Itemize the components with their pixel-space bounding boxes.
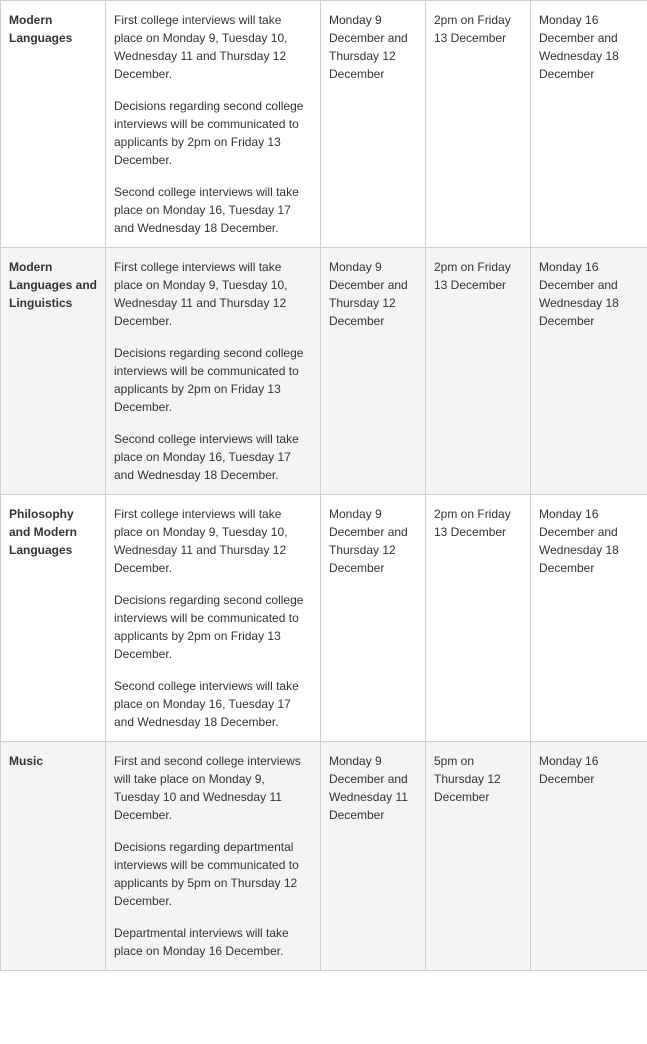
second-interview-dates-cell: Monday 16 December and Wednesday 18 Dece… bbox=[531, 1, 647, 248]
second-interview-dates-cell: Monday 16 December and Wednesday 18 Dece… bbox=[531, 248, 647, 495]
first-interview-dates-cell: Monday 9 December and Thursday 12 Decemb… bbox=[321, 495, 426, 742]
details-cell: First college interviews will take place… bbox=[106, 1, 321, 248]
subject-cell: Philosophy and Modern Languages bbox=[1, 495, 106, 742]
decision-deadline-cell: 2pm on Friday 13 December bbox=[426, 1, 531, 248]
first-interview-dates-cell: Monday 9 December and Wednesday 11 Decem… bbox=[321, 742, 426, 971]
table-row: Modern LanguagesFirst college interviews… bbox=[1, 1, 647, 248]
details-paragraph: Decisions regarding departmental intervi… bbox=[114, 838, 312, 910]
details-paragraph: Decisions regarding second college inter… bbox=[114, 591, 312, 663]
table-row: Philosophy and Modern LanguagesFirst col… bbox=[1, 495, 647, 742]
details-paragraph: First college interviews will take place… bbox=[114, 258, 312, 330]
details-paragraph: Second college interviews will take plac… bbox=[114, 183, 312, 237]
decision-deadline-cell: 2pm on Friday 13 December bbox=[426, 248, 531, 495]
details-paragraph: Second college interviews will take plac… bbox=[114, 430, 312, 484]
details-paragraph: First college interviews will take place… bbox=[114, 11, 312, 83]
details-paragraph: Decisions regarding second college inter… bbox=[114, 97, 312, 169]
first-interview-dates-cell: Monday 9 December and Thursday 12 Decemb… bbox=[321, 248, 426, 495]
subject-cell: Modern Languages and Linguistics bbox=[1, 248, 106, 495]
first-interview-dates-cell: Monday 9 December and Thursday 12 Decemb… bbox=[321, 1, 426, 248]
details-paragraph: Decisions regarding second college inter… bbox=[114, 344, 312, 416]
table-row: MusicFirst and second college interviews… bbox=[1, 742, 647, 971]
details-paragraph: First college interviews will take place… bbox=[114, 505, 312, 577]
details-paragraph: First and second college interviews will… bbox=[114, 752, 312, 824]
second-interview-dates-cell: Monday 16 December and Wednesday 18 Dece… bbox=[531, 495, 647, 742]
details-paragraph: Second college interviews will take plac… bbox=[114, 677, 312, 731]
subject-cell: Music bbox=[1, 742, 106, 971]
details-paragraph: Departmental interviews will take place … bbox=[114, 924, 312, 960]
second-interview-dates-cell: Monday 16 December bbox=[531, 742, 647, 971]
decision-deadline-cell: 2pm on Friday 13 December bbox=[426, 495, 531, 742]
details-cell: First college interviews will take place… bbox=[106, 248, 321, 495]
subject-cell: Modern Languages bbox=[1, 1, 106, 248]
details-cell: First college interviews will take place… bbox=[106, 495, 321, 742]
interview-schedule-table: Modern LanguagesFirst college interviews… bbox=[0, 0, 647, 971]
decision-deadline-cell: 5pm on Thursday 12 December bbox=[426, 742, 531, 971]
table-row: Modern Languages and LinguisticsFirst co… bbox=[1, 248, 647, 495]
details-cell: First and second college interviews will… bbox=[106, 742, 321, 971]
